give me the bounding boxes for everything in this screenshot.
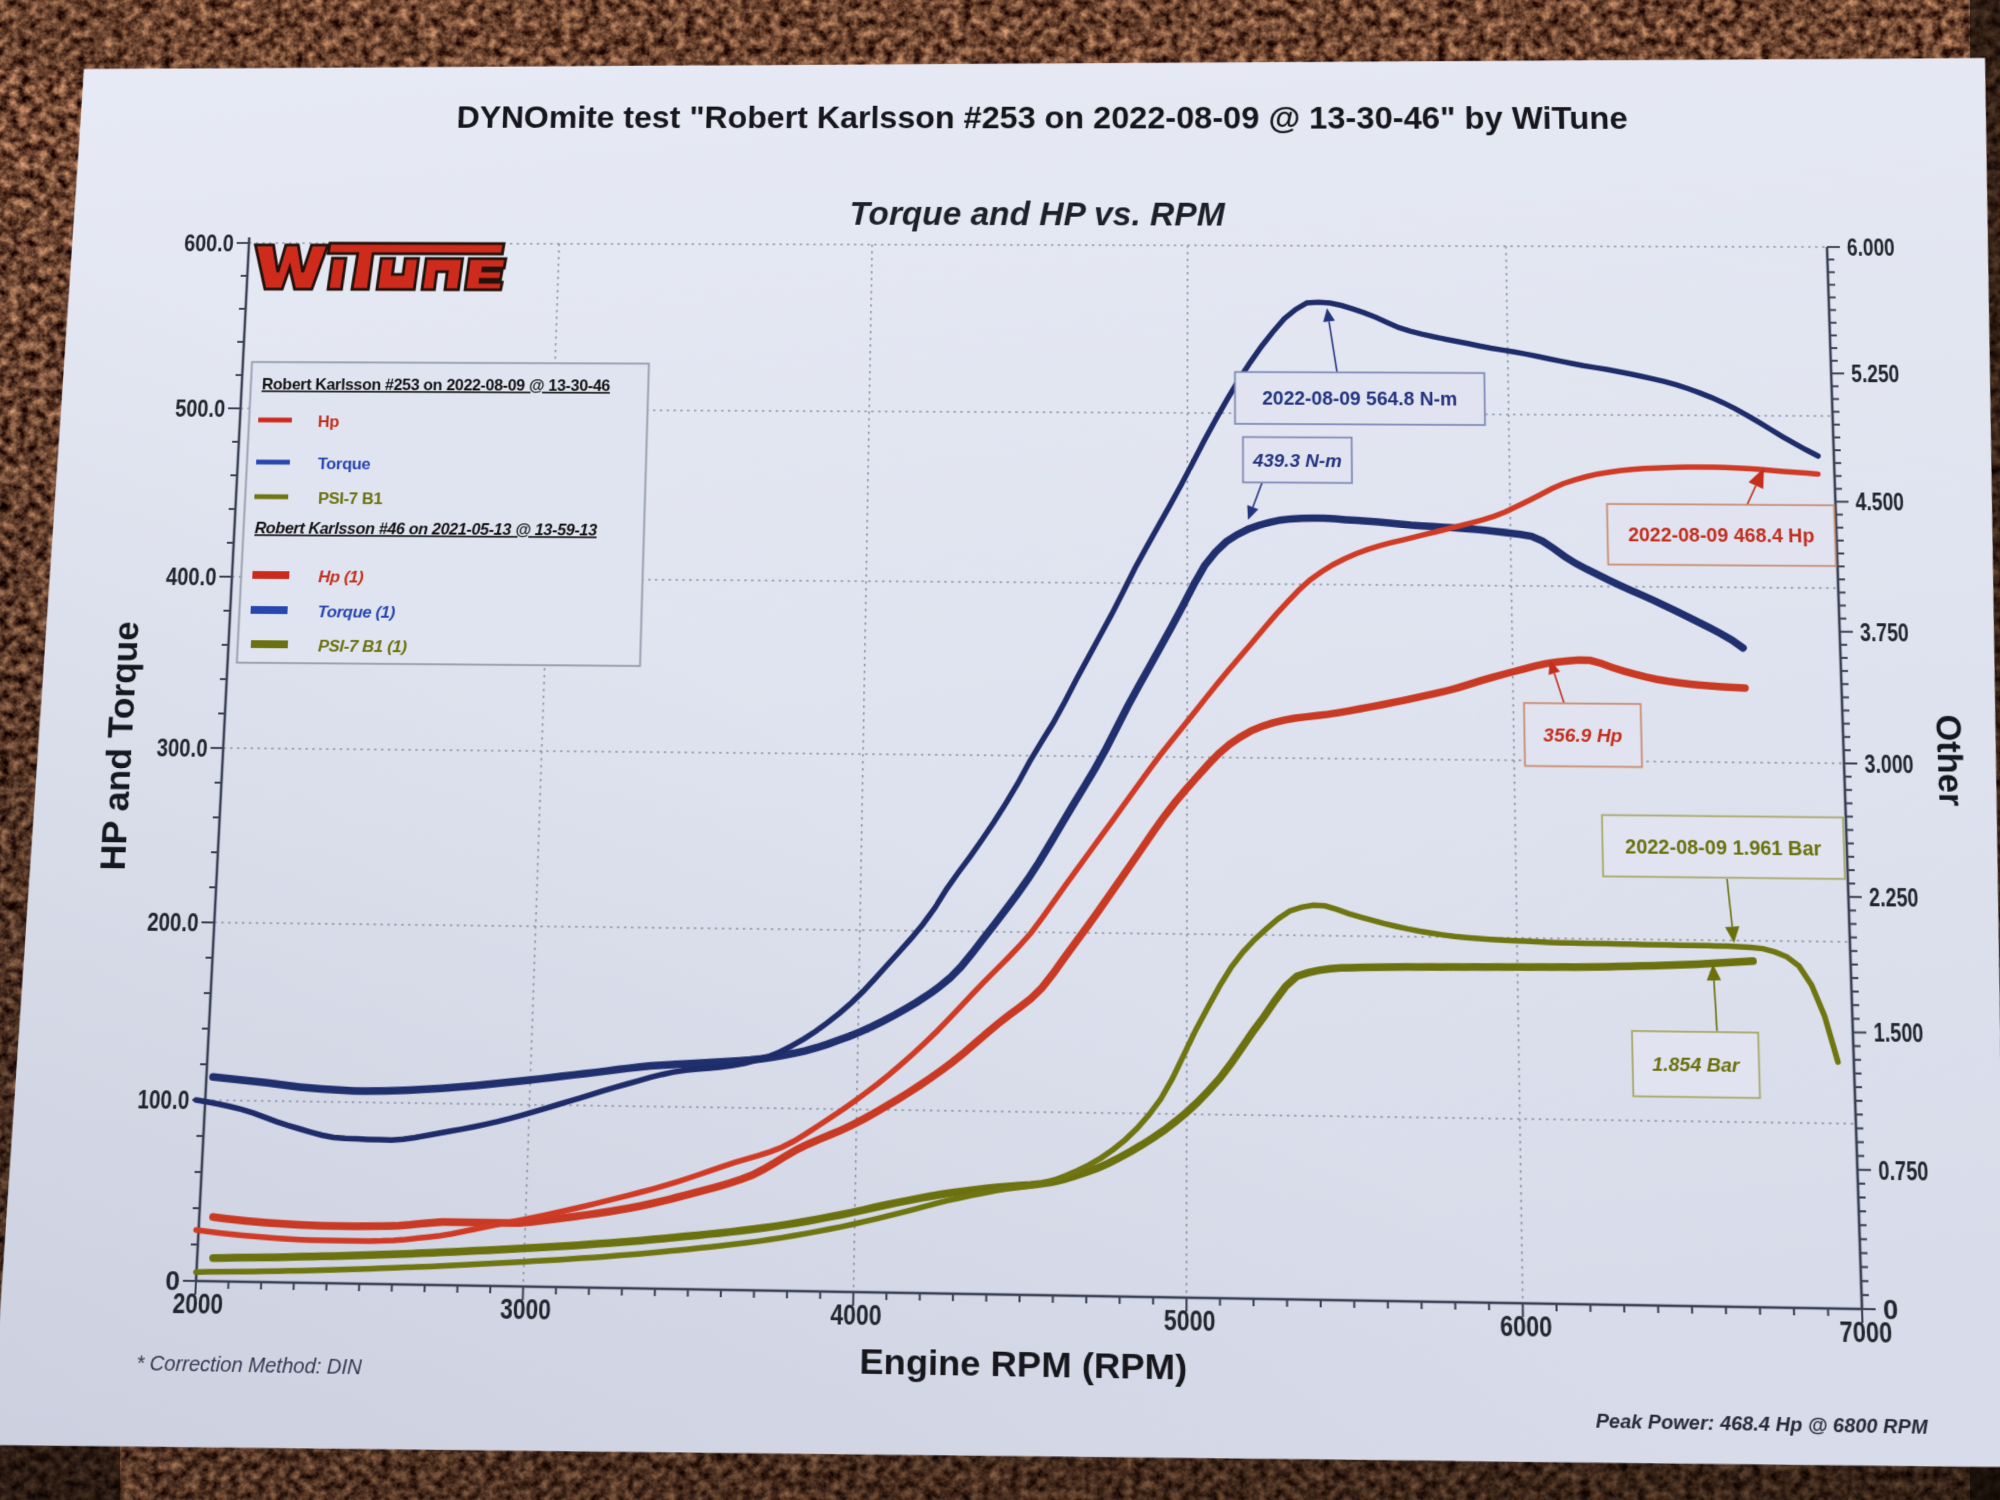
svg-text:1.500: 1.500 (1873, 1018, 1924, 1049)
svg-text:439.3 N-m: 439.3 N-m (1252, 450, 1342, 472)
svg-text:100.0: 100.0 (137, 1085, 190, 1116)
svg-text:DYNOmite test "Robert Karlsson: DYNOmite test "Robert Karlsson #253 on 2… (456, 100, 1628, 136)
svg-text:6000: 6000 (1500, 1311, 1553, 1344)
svg-text:300.0: 300.0 (156, 734, 208, 763)
svg-text:356.9 Hp: 356.9 Hp (1543, 724, 1623, 746)
svg-text:Robert Karlsson #253 on 2022-0: Robert Karlsson #253 on 2022-08-09 @ 13-… (261, 376, 610, 395)
svg-text:500.0: 500.0 (174, 395, 225, 423)
svg-text:Hp (1): Hp (1) (318, 569, 364, 587)
svg-text:0.750: 0.750 (1878, 1156, 1929, 1188)
svg-text:0: 0 (1883, 1295, 1899, 1327)
svg-text:7000: 7000 (1839, 1316, 1893, 1349)
svg-text:400.0: 400.0 (165, 563, 217, 592)
svg-text:Hp: Hp (317, 413, 339, 431)
svg-text:200.0: 200.0 (146, 908, 199, 938)
svg-text:600.0: 600.0 (184, 230, 235, 257)
svg-text:5000: 5000 (1164, 1305, 1216, 1338)
svg-text:Other: Other (1928, 714, 1970, 806)
svg-text:4000: 4000 (830, 1299, 882, 1332)
svg-text:1.854 Bar: 1.854 Bar (1652, 1053, 1741, 1077)
svg-text:2022-08-09 564.8 N-m: 2022-08-09 564.8 N-m (1262, 388, 1457, 410)
svg-text:2022-08-09 1.961 Bar: 2022-08-09 1.961 Bar (1625, 835, 1822, 859)
svg-text:6.000: 6.000 (1846, 234, 1895, 262)
svg-text:Torque: Torque (317, 456, 371, 474)
svg-text:Torque (1): Torque (1) (317, 604, 395, 623)
svg-text:2000: 2000 (172, 1288, 224, 1321)
svg-text:2.250: 2.250 (1869, 883, 1919, 914)
svg-text:0: 0 (165, 1266, 181, 1297)
svg-text:2022-08-09 468.4 Hp: 2022-08-09 468.4 Hp (1628, 524, 1815, 547)
svg-text:PSI-7 B1 (1): PSI-7 B1 (1) (318, 638, 407, 657)
svg-text:4.500: 4.500 (1855, 488, 1904, 517)
svg-text:PSI-7 B1: PSI-7 B1 (318, 490, 384, 508)
svg-text:5.250: 5.250 (1851, 360, 1900, 389)
svg-text:Torque and HP vs. RPM: Torque and HP vs. RPM (849, 195, 1226, 233)
svg-text:3000: 3000 (500, 1294, 552, 1327)
svg-text:Robert Karlsson #46 on 2021-05: Robert Karlsson #46 on 2021-05-13 @ 13-5… (254, 520, 598, 540)
svg-text:* Correction Method: DIN: * Correction Method: DIN (136, 1351, 363, 1379)
svg-text:Engine RPM (RPM): Engine RPM (RPM) (859, 1344, 1187, 1388)
svg-text:3.000: 3.000 (1864, 750, 1914, 780)
svg-text:3.750: 3.750 (1860, 618, 1910, 648)
